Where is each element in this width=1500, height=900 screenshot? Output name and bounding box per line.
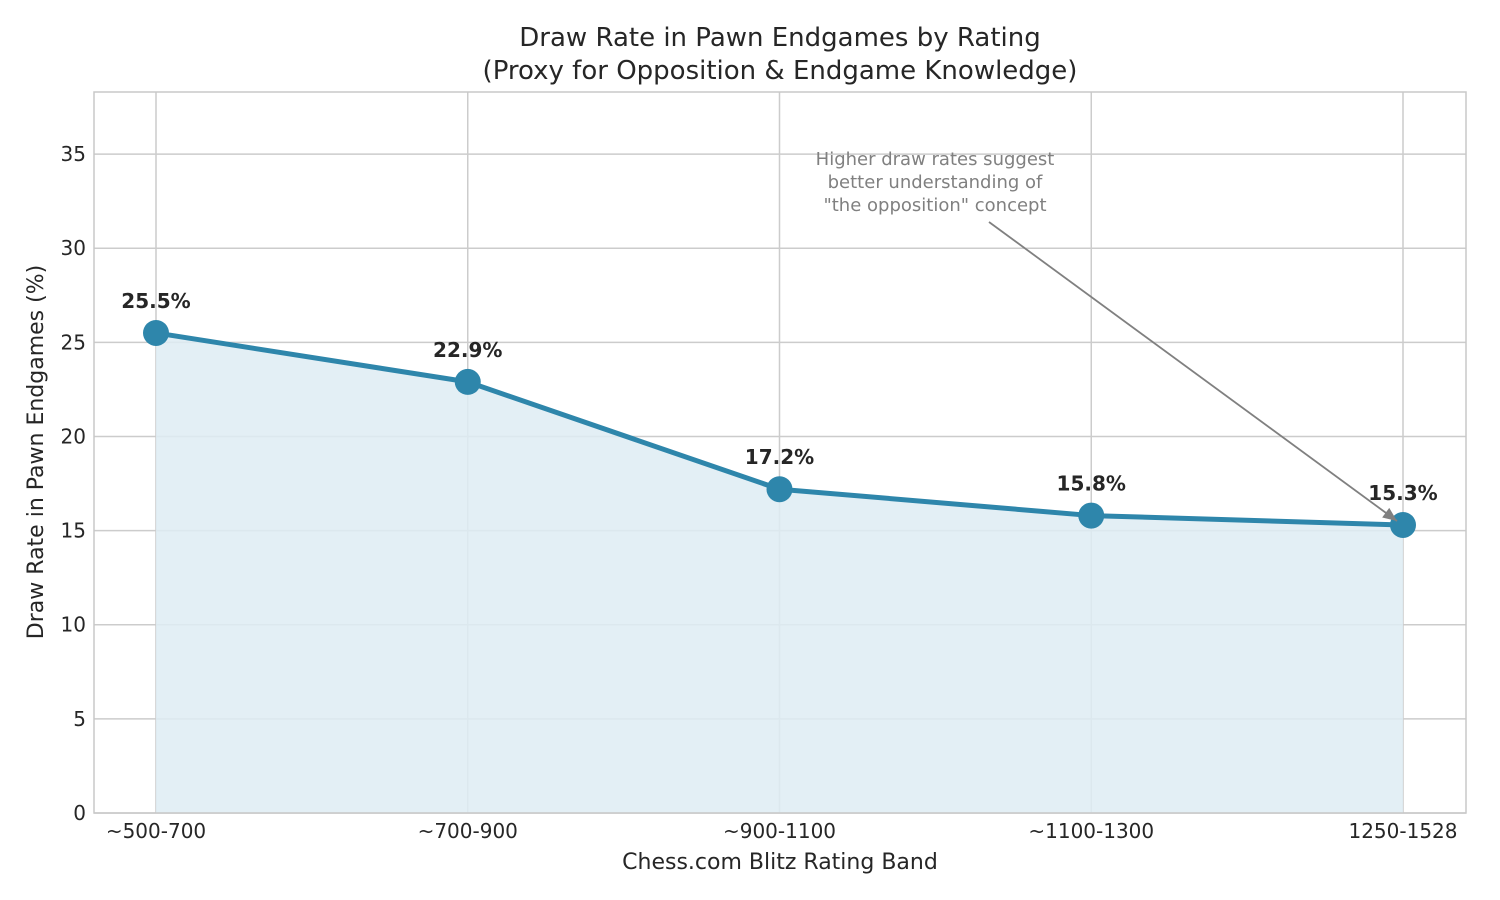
data-label: 22.9% — [433, 338, 502, 362]
plot-frame — [93, 91, 1467, 814]
x-axis-label: Chess.com Blitz Rating Band — [622, 850, 938, 875]
annotation-text: "the opposition" concept — [823, 195, 1046, 216]
y-tick-label: 10 — [61, 613, 86, 637]
y-axis-label: Draw Rate in Pawn Endgames (%) — [24, 265, 49, 639]
data-point — [1078, 502, 1105, 529]
data-label: 15.3% — [1368, 481, 1437, 505]
y-tick-label: 35 — [61, 142, 86, 166]
chart-subtitle: (Proxy for Opposition & Endgame Knowledg… — [483, 56, 1078, 86]
annotation-text: better understanding of — [828, 172, 1043, 193]
data-point — [454, 368, 481, 395]
x-tick-label: 1250-1528 — [1348, 819, 1457, 843]
y-tick-label: 30 — [61, 236, 86, 260]
x-tick-label: ~1100-1300 — [1028, 819, 1154, 843]
y-tick-label: 25 — [61, 330, 86, 354]
data-point — [1390, 511, 1416, 538]
y-tick-label: 15 — [61, 519, 86, 543]
data-label: 15.8% — [1057, 472, 1126, 496]
area-fill — [156, 332, 1403, 813]
x-tick-label: ~900-1100 — [723, 819, 836, 843]
annotation-text: Higher draw rates suggest — [816, 149, 1055, 170]
annotation-arrow — [988, 221, 1398, 522]
y-tick-label: 5 — [73, 707, 86, 731]
y-tick-label: 20 — [61, 424, 86, 448]
chart-title: Draw Rate in Pawn Endgames by Rating — [519, 23, 1040, 53]
y-tick-label: 0 — [73, 801, 86, 825]
data-point — [143, 319, 169, 346]
data-label: 17.2% — [745, 445, 814, 469]
x-tick-label: ~500-700 — [106, 819, 206, 843]
annotation-arrowhead — [1382, 507, 1397, 521]
x-tick-label: ~700-900 — [418, 819, 518, 843]
plot-area: 0 5 10 15 20 25 30 35 ~500-700 ~700-900 ~900-1100 ~… — [61, 91, 1467, 843]
data-label: 25.5% — [121, 289, 190, 313]
data-point — [766, 476, 793, 503]
